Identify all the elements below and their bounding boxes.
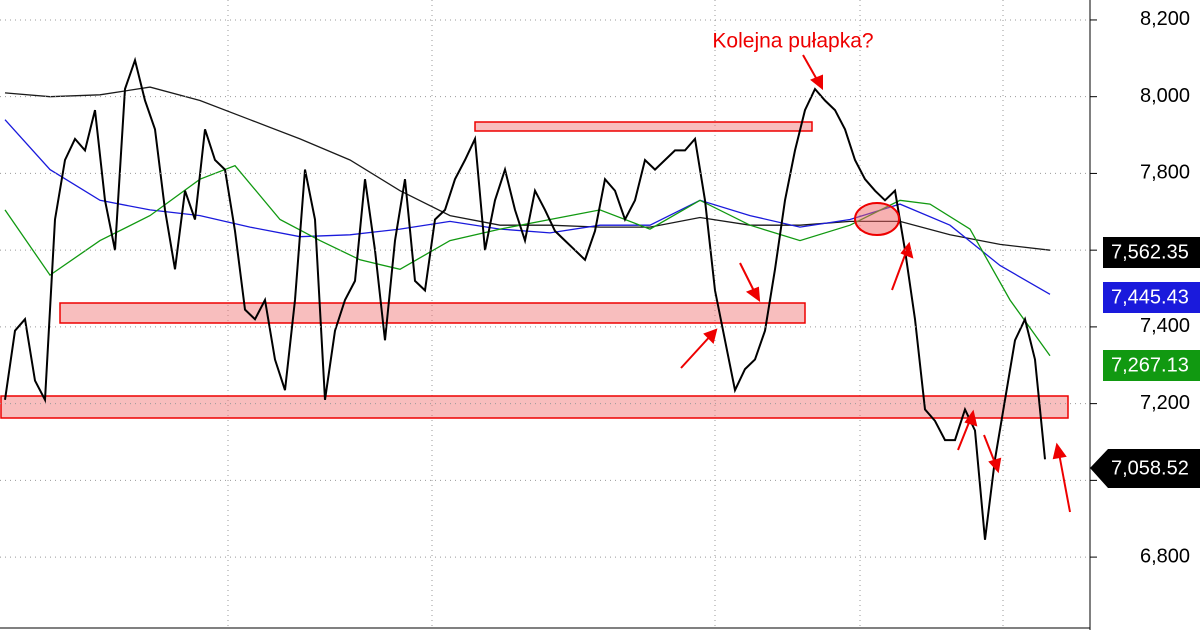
arrow-head (810, 74, 823, 91)
badge-bg (1090, 449, 1200, 488)
arrow-head (964, 409, 978, 427)
y-tick-label: 8,000 (1140, 85, 1190, 107)
zone (59, 302, 806, 324)
badge-bg (1103, 282, 1200, 313)
y-tick-label: 7,200 (1140, 392, 1190, 414)
y-tick-label: 7,800 (1140, 162, 1190, 184)
badge-label: 7,058.52 (1111, 457, 1189, 479)
annotations (680, 54, 1071, 513)
arrow-head (1052, 442, 1067, 460)
zones (0, 121, 1069, 419)
zone (0, 395, 1069, 419)
series-layer (4, 56, 1051, 540)
arrow (1057, 447, 1071, 513)
badge-label: 7,267.13 (1111, 354, 1189, 376)
price-line (4, 56, 1046, 540)
badge-bg (1103, 350, 1200, 381)
arrow-head (988, 457, 1002, 474)
badges: 7,562.35 7,445.43 7,267.13 7,058.52 (1090, 237, 1200, 488)
moving-average (4, 164, 1051, 357)
arrows (680, 54, 1071, 513)
annotation-text: Kolejna pułapka? (712, 30, 873, 53)
arrow (680, 332, 714, 369)
highlight-circle (854, 202, 900, 236)
badge-bg (1103, 237, 1200, 268)
badge-label: 7,445.43 (1111, 286, 1189, 308)
vertical-grid (227, 0, 1004, 630)
arrow-head (745, 286, 761, 303)
badge-label: 7,562.35 (1111, 241, 1189, 263)
arrow-head (703, 328, 718, 344)
y-tick-label: 7,400 (1140, 315, 1190, 337)
zone (474, 121, 813, 132)
y-tick-label: 8,200 (1140, 8, 1190, 30)
y-tick-label: 6,800 (1140, 545, 1190, 567)
